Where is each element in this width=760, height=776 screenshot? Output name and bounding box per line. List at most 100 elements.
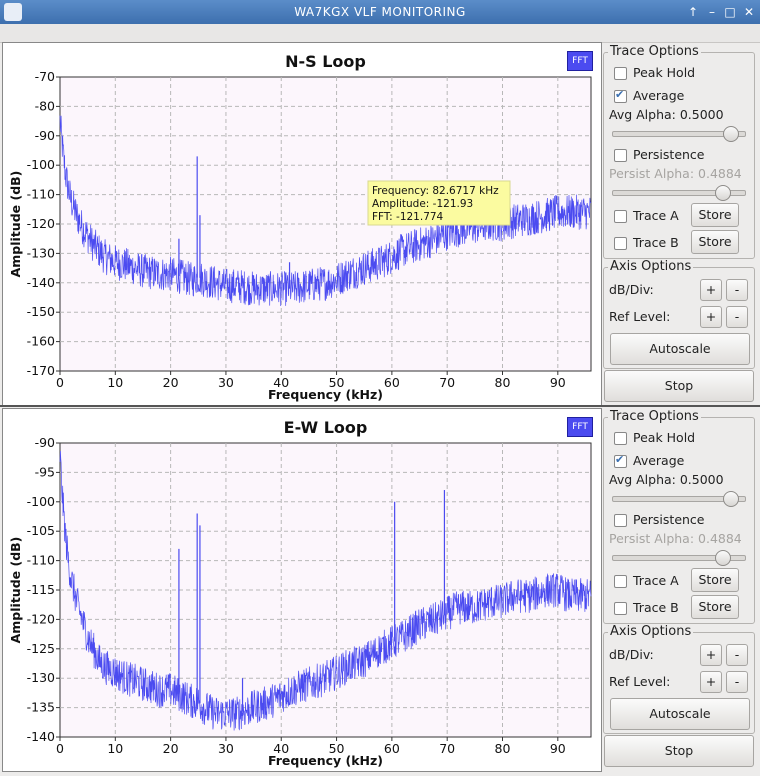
trace-a-checkbox[interactable] [614, 210, 627, 223]
avg-alpha-label: Avg Alpha: 0.5000 [609, 472, 724, 487]
trace-a-store-button[interactable]: Store [691, 203, 739, 227]
persist-alpha-slider[interactable] [612, 185, 746, 201]
peak-hold-label: Peak Hold [633, 65, 696, 80]
keep-above-icon[interactable]: ↑ [687, 5, 699, 19]
x-tick-label: 90 [550, 741, 566, 756]
trace-options-title: Trace Options [608, 409, 701, 424]
db-div-minus-button[interactable]: - [726, 644, 748, 666]
x-axis-label: Frequency (kHz) [268, 753, 383, 768]
axis-options-title: Axis Options [608, 259, 694, 274]
chart-title: N-S Loop [285, 52, 366, 71]
avg-alpha-slider[interactable] [612, 126, 746, 142]
ns-loop-controls: Trace Options Peak Hold Average Avg Alph… [603, 42, 758, 404]
trace-options-title: Trace Options [608, 44, 701, 59]
y-tick-label: -95 [35, 464, 55, 479]
ew-loop-chart[interactable]: 0 10 20 30 40 50 60 70 80 90 -90 -95 -100 -105 -110 -11… [3, 409, 601, 771]
average-checkbox[interactable] [614, 88, 627, 103]
tooltip-line: FFT: -121.774 [372, 211, 444, 223]
ref-level-minus-button[interactable]: - [726, 306, 748, 328]
y-tick-label: -140 [27, 275, 55, 290]
x-tick-label: 30 [218, 741, 234, 756]
y-tick-label: -115 [27, 582, 55, 597]
slider-thumb[interactable] [715, 185, 731, 201]
stop-button[interactable]: Stop [604, 370, 754, 402]
trace-b-label: Trace B [633, 600, 679, 615]
y-tick-label: -125 [27, 641, 55, 656]
x-tick-label: 70 [439, 375, 455, 390]
tooltip-box [367, 180, 511, 226]
window-title: WA7KGX VLF MONITORING [294, 5, 466, 19]
trace-a-label: Trace A [633, 208, 679, 223]
ref-level-label: Ref Level: [609, 674, 671, 689]
y-tick-label: -130 [27, 670, 55, 685]
slider-thumb[interactable] [715, 550, 731, 566]
x-tick-label: 60 [384, 375, 400, 390]
y-tick-label: -105 [27, 523, 55, 538]
y-tick-label: -140 [27, 729, 55, 744]
y-axis-label: Amplitude (dB) [8, 537, 23, 644]
fft-button[interactable]: FFT [567, 51, 593, 71]
trace-b-label: Trace B [633, 235, 679, 250]
axis-options-title: Axis Options [608, 624, 694, 639]
persist-alpha-label: Persist Alpha: 0.4884 [609, 531, 742, 546]
db-div-minus-button[interactable]: - [726, 279, 748, 301]
trace-a-store-button[interactable]: Store [691, 568, 739, 592]
db-div-label: dB/Div: [609, 647, 654, 662]
x-tick-label: 60 [384, 741, 400, 756]
trace-b-checkbox[interactable] [614, 602, 627, 615]
x-tick-label: 20 [163, 741, 179, 756]
fft-button[interactable]: FFT [567, 417, 593, 437]
y-tick-label: -170 [27, 363, 55, 378]
axis-options-group: Axis Options dB/Div: + - Ref Level: + - … [603, 259, 755, 369]
menu-bar [0, 24, 760, 43]
x-tick-label: 40 [273, 741, 289, 756]
slider-thumb[interactable] [723, 491, 739, 507]
minimize-icon[interactable]: – [709, 5, 715, 19]
peak-hold-label: Peak Hold [633, 430, 696, 445]
y-tick-label: -130 [27, 245, 55, 260]
y-tick-label: -100 [27, 494, 55, 509]
x-tick-label: 0 [56, 375, 64, 390]
trace-b-store-button[interactable]: Store [691, 595, 739, 619]
ref-level-label: Ref Level: [609, 309, 671, 324]
x-tick-label: 0 [56, 741, 64, 756]
y-tick-label: -90 [35, 435, 55, 450]
ref-level-plus-button[interactable]: + [700, 306, 722, 328]
close-icon[interactable]: ✕ [743, 5, 755, 19]
y-tick-label: -70 [35, 69, 55, 84]
maximize-icon[interactable]: □ [724, 5, 736, 19]
x-tick-label: 80 [495, 741, 511, 756]
ew-loop-plot-panel: 0 10 20 30 40 50 60 70 80 90 -90 -95 -100 -105 -110 -11… [2, 408, 602, 772]
peak-hold-checkbox[interactable] [614, 67, 627, 80]
trace-b-store-button[interactable]: Store [691, 230, 739, 254]
trace-options-group: Trace Options Peak Hold Average Avg Alph… [603, 44, 755, 259]
ns-loop-chart[interactable]: 0 10 20 30 40 50 60 70 80 90 -70 -80 -90 -100 -110 -120… [3, 43, 601, 405]
stop-button[interactable]: Stop [604, 735, 754, 767]
avg-alpha-slider[interactable] [612, 491, 746, 507]
trace-b-checkbox[interactable] [614, 237, 627, 250]
db-div-label: dB/Div: [609, 282, 654, 297]
y-tick-label: -80 [35, 98, 55, 113]
app-icon [4, 3, 22, 21]
x-tick-label: 50 [329, 375, 345, 390]
persistence-checkbox[interactable] [614, 149, 627, 162]
avg-alpha-label: Avg Alpha: 0.5000 [609, 107, 724, 122]
slider-thumb[interactable] [723, 126, 739, 142]
axis-options-group: Axis Options dB/Div: + - Ref Level: + - … [603, 624, 755, 734]
average-checkbox[interactable] [614, 453, 627, 468]
autoscale-button[interactable]: Autoscale [610, 333, 750, 365]
db-div-plus-button[interactable]: + [700, 279, 722, 301]
panel-divider [0, 405, 760, 407]
persist-alpha-slider[interactable] [612, 550, 746, 566]
average-label: Average [633, 88, 685, 103]
ref-level-plus-button[interactable]: + [700, 671, 722, 693]
x-axis-label: Frequency (kHz) [268, 387, 383, 402]
ref-level-minus-button[interactable]: - [726, 671, 748, 693]
trace-a-checkbox[interactable] [614, 575, 627, 588]
db-div-plus-button[interactable]: + [700, 644, 722, 666]
peak-hold-checkbox[interactable] [614, 432, 627, 445]
autoscale-button[interactable]: Autoscale [610, 698, 750, 730]
persistence-checkbox[interactable] [614, 514, 627, 527]
x-tick-label: 50 [329, 741, 345, 756]
